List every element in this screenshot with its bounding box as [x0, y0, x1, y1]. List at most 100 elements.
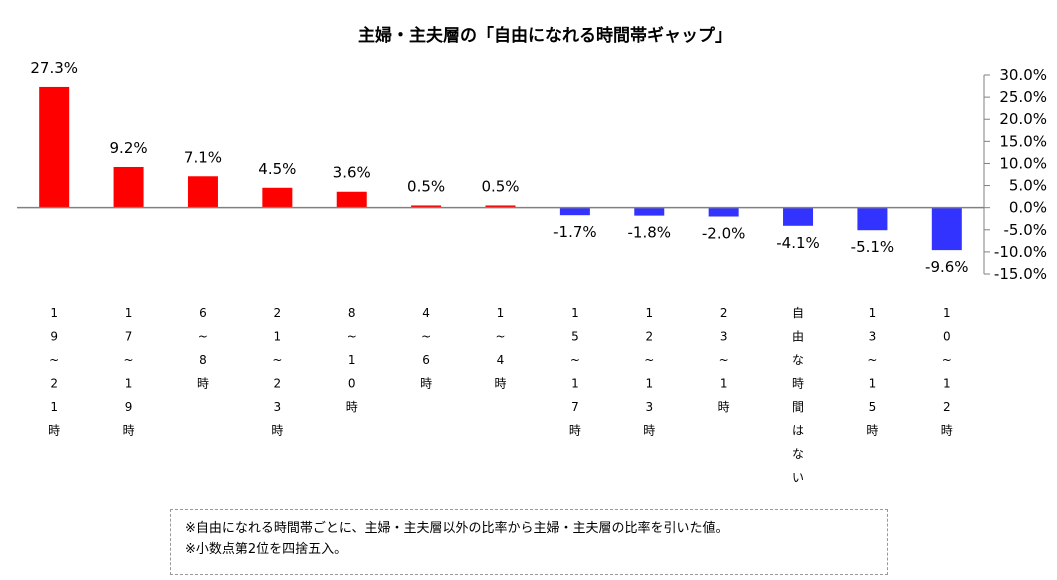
x-tick-label-char: 1: [50, 306, 58, 320]
x-tick-label-char: ~: [867, 353, 877, 367]
x-tick-label-char: ~: [644, 353, 654, 367]
bar: [39, 86, 70, 208]
x-tick-label-char: 1: [943, 306, 951, 320]
x-tick-label-char: ~: [570, 353, 580, 367]
x-tick-label-char: 1: [943, 377, 951, 391]
y-tick-label: 15.0%: [999, 132, 1047, 150]
y-tick-label: 10.0%: [999, 154, 1047, 172]
x-tick-label-char: ~: [942, 353, 952, 367]
x-tick-label-char: い: [792, 471, 804, 485]
data-label: -2.0%: [702, 225, 746, 243]
data-label: -5.1%: [851, 238, 895, 256]
plot-area: 30.0% 25.0% 20.0% 15.0% 10.0% 5.0% 0.0% -5.0% -1…: [17, 59, 1047, 485]
data-label: 3.6%: [333, 164, 371, 182]
bar: [411, 205, 442, 208]
bar: [187, 176, 218, 208]
data-label: 0.5%: [481, 177, 519, 195]
x-tick-label-char: 8: [199, 353, 207, 367]
x-tick-label-char: 時: [123, 424, 135, 438]
data-label: -9.6%: [925, 258, 969, 276]
x-tick-label-char: 時: [197, 377, 209, 391]
x-tick-label-char: 7: [571, 400, 579, 414]
x-tick-label-char: 時: [346, 400, 358, 414]
data-label: 27.3%: [30, 59, 78, 77]
x-tick-label-char: 9: [125, 400, 133, 414]
bar: [857, 207, 888, 231]
x-tick-label-char: 時: [792, 377, 804, 391]
bar: [113, 166, 144, 208]
x-tick-label-char: 2: [274, 306, 282, 320]
y-tick-label: 20.0%: [999, 110, 1047, 128]
x-tick-label-char: 1: [50, 400, 58, 414]
x-tick-label-char: な: [792, 353, 804, 367]
x-tick-label-char: ~: [495, 330, 505, 344]
x-tick-label-char: 0: [348, 377, 356, 391]
x-tick-label-char: ~: [198, 330, 208, 344]
x-tick-label-char: 時: [941, 424, 953, 438]
y-tick-label: 5.0%: [1009, 177, 1047, 195]
x-tick-label-char: 時: [569, 424, 581, 438]
x-tick-label-char: ~: [49, 353, 59, 367]
x-tick-label-char: 自: [792, 306, 804, 320]
x-tick-label-char: 1: [125, 377, 133, 391]
x-tick-label-char: 時: [643, 424, 655, 438]
y-tick-label: -10.0%: [994, 243, 1047, 261]
x-tick-label-char: な: [792, 447, 804, 461]
x-tick-label-char: 1: [645, 306, 653, 320]
y-tick-label: -5.0%: [1003, 221, 1047, 239]
x-tick-label-char: 時: [494, 377, 506, 391]
x-tick-label-char: ~: [347, 330, 357, 344]
data-label: 7.1%: [184, 148, 222, 166]
data-label: -1.7%: [553, 223, 597, 241]
x-tick-label-char: 由: [792, 330, 804, 344]
x-tick-label-char: 2: [720, 306, 728, 320]
x-tick-label-char: ~: [272, 353, 282, 367]
x-tick-label-char: は: [792, 424, 804, 438]
x-tick-label-char: 4: [422, 306, 430, 320]
bar: [708, 207, 739, 217]
x-tick-label-char: 8: [348, 306, 356, 320]
x-tick-label-char: 3: [645, 400, 653, 414]
x-tick-label-char: 6: [422, 353, 430, 367]
x-tick-label-char: 時: [420, 377, 432, 391]
x-tick-label-char: 時: [48, 424, 60, 438]
x-tick-label-char: 9: [50, 330, 58, 344]
x-tick-label-char: 1: [645, 377, 653, 391]
chart-title: 主婦・主夫層の「自由になれる時間帯ギャップ」: [358, 25, 732, 46]
x-tick-label-char: ~: [421, 330, 431, 344]
y-tick-label: 25.0%: [999, 88, 1047, 106]
x-tick-label-char: 時: [718, 400, 730, 414]
data-label: 4.5%: [258, 160, 296, 178]
data-label: -4.1%: [776, 234, 820, 252]
bar: [262, 187, 293, 208]
x-tick-label-char: 1: [497, 306, 505, 320]
x-tick-label-char: 3: [720, 330, 728, 344]
y-tick-label: 0.0%: [1009, 199, 1047, 217]
x-tick-label-char: 1: [869, 377, 877, 391]
x-tick-label-char: 2: [274, 377, 282, 391]
note-line: ※自由になれる時間帯ごとに、主婦・主夫層以外の比率から主婦・主夫層の比率を引いた…: [185, 521, 729, 536]
x-tick-label-char: 3: [869, 330, 877, 344]
x-tick-label-char: 1: [869, 306, 877, 320]
bar: [931, 207, 962, 251]
x-tick-label-char: 1: [348, 353, 356, 367]
data-label: 0.5%: [407, 177, 445, 195]
x-tick-label-char: 1: [125, 306, 133, 320]
x-tick-label-char: 7: [125, 330, 133, 344]
x-tick-label-char: 2: [50, 377, 58, 391]
bar: [634, 207, 665, 216]
bar: [336, 191, 367, 208]
note-box: ※自由になれる時間帯ごとに、主婦・主夫層以外の比率から主婦・主夫層の比率を引いた…: [170, 509, 888, 575]
data-label: 9.2%: [110, 139, 148, 157]
x-tick-label-char: 5: [571, 330, 579, 344]
note-line: ※小数点第2位を四捨五入。: [185, 542, 348, 557]
x-tick-label-char: 4: [497, 353, 505, 367]
bar-chart: 主婦・主夫層の「自由になれる時間帯ギャップ」 30.0%25.0%20.0%15…: [17, 25, 1047, 485]
x-tick-label-char: 2: [943, 400, 951, 414]
x-tick-label-char: 3: [274, 400, 282, 414]
x-tick-label-char: 時: [271, 424, 283, 438]
x-tick-label-char: 1: [571, 377, 579, 391]
bar: [559, 207, 590, 216]
bar: [783, 207, 814, 226]
x-tick-label-char: 間: [792, 400, 804, 414]
